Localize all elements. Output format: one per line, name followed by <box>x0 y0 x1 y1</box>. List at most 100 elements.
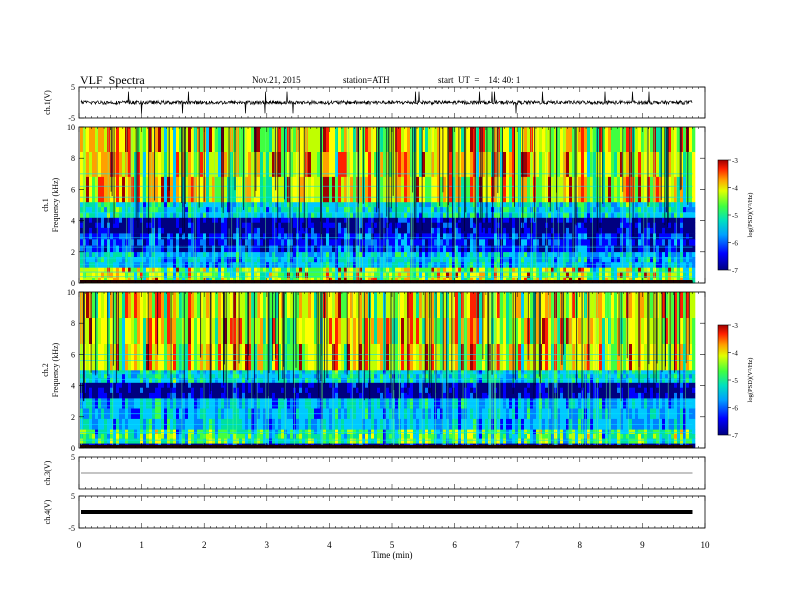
spectrogram-cell <box>299 267 303 273</box>
spectrogram-cell <box>356 251 360 258</box>
spectrogram-cell <box>290 438 294 444</box>
spectrogram-cell <box>494 201 498 208</box>
spectrogram-cell <box>338 267 342 273</box>
spectrogram-cell <box>143 392 147 399</box>
spectrogram-cell <box>578 257 582 263</box>
spectrogram-cell <box>134 378 138 383</box>
spectrogram-cell <box>245 344 249 371</box>
spectrogram-cell <box>512 207 516 213</box>
spectrogram-cell <box>425 257 429 263</box>
spectrogram-cell <box>431 239 435 246</box>
spectrogram-cell <box>221 152 225 178</box>
spectrogram-cell <box>131 152 135 178</box>
spectrogram-cell <box>533 257 537 263</box>
spectrogram-cell <box>299 217 303 223</box>
spectrogram-cell <box>455 212 459 218</box>
spectrogram-cell <box>233 398 237 409</box>
spectrogram-cell <box>164 378 168 383</box>
spectrogram-cell <box>407 217 411 223</box>
spectrogram-cell <box>107 434 111 439</box>
spectrogram-cell <box>365 251 369 258</box>
spectrogram-cell <box>215 370 219 375</box>
spectrogram-cell <box>134 217 138 223</box>
spectrogram-cell <box>671 212 675 218</box>
spectrogram-cell <box>539 233 543 240</box>
spectrogram-cell <box>269 233 273 240</box>
spectrogram-cell <box>176 272 180 279</box>
spectrogram-cell <box>362 257 366 263</box>
spectrogram-cell <box>278 398 282 409</box>
spectrogram-cell <box>494 207 498 213</box>
spectrogram-cell <box>455 201 459 208</box>
spectrogram-cell <box>344 251 348 258</box>
spectrogram-cell <box>284 257 288 263</box>
spectrogram-cell <box>242 257 246 263</box>
spectrogram-cell <box>173 272 177 279</box>
spectrogram-cell <box>125 429 129 435</box>
spectrogram-cell <box>413 272 417 279</box>
spectrogram-cell <box>197 152 201 178</box>
spectrogram-cell <box>188 251 192 258</box>
spectrogram-cell <box>665 262 669 268</box>
spectrogram-cell <box>434 212 438 218</box>
spectrogram-cell <box>668 152 672 178</box>
spectrogram-cell <box>647 257 651 263</box>
spectrogram-cell <box>167 378 171 383</box>
spectrogram-cell <box>473 176 477 203</box>
spectrogram-cell <box>275 227 279 234</box>
spectrogram-cell <box>242 378 246 383</box>
spectrogram-cell <box>350 272 354 279</box>
spectrogram-cell <box>362 272 366 279</box>
spectrogram-cell <box>641 222 645 229</box>
spectrogram-cell <box>242 387 246 394</box>
spectrogram-cell <box>461 152 465 178</box>
spectrogram-cell <box>263 212 267 218</box>
spectrogram-cell <box>260 212 264 218</box>
spectrogram-cell <box>650 176 654 203</box>
spectrogram-cell <box>284 212 288 218</box>
spectrogram-cell <box>608 227 612 234</box>
spectrogram-cell <box>218 318 222 345</box>
spectrogram-cell <box>266 262 270 268</box>
spectrogram-cell <box>269 207 273 213</box>
spectrogram-cell <box>92 245 96 253</box>
spectrogram-cell <box>245 127 249 153</box>
spectrogram-cell <box>140 378 144 383</box>
spectrogram-cell <box>386 176 390 203</box>
spectrogram-cell <box>122 443 126 446</box>
spectrogram-cell <box>275 318 279 345</box>
spectrogram-cell <box>386 217 390 223</box>
spectrogram-cell <box>113 201 117 208</box>
spectrogram-cell <box>113 176 117 203</box>
spectrogram-cell <box>194 429 198 435</box>
spectrogram-cell <box>206 176 210 203</box>
spectrogram-cell <box>248 267 252 273</box>
spectrogram-cell <box>578 207 582 213</box>
spectrogram-cell <box>602 251 606 258</box>
spectrogram-cell <box>170 272 174 279</box>
spectrogram-cell <box>212 233 216 240</box>
spectrogram-cell <box>311 201 315 208</box>
spectrogram-cell <box>113 398 117 409</box>
spectrogram-cell <box>251 152 255 178</box>
spectrogram-cell <box>371 227 375 234</box>
spectrogram-cell <box>287 443 291 446</box>
spectrogram-cell <box>110 292 114 319</box>
spectrogram-cell <box>359 262 363 268</box>
spectrogram-cell <box>143 239 147 246</box>
spectrogram-cell <box>122 370 126 375</box>
spectrogram-cell <box>422 227 426 234</box>
spectrogram-cell <box>650 152 654 178</box>
spectrogram-cell <box>602 227 606 234</box>
spectrogram-cell <box>98 392 102 399</box>
spectrogram-cell <box>230 443 234 446</box>
spectrogram-cell <box>602 239 606 246</box>
spectrogram-cell <box>389 217 393 223</box>
spectrogram-cell <box>509 127 513 153</box>
spectrogram-cell <box>644 267 648 273</box>
spectrogram-cell <box>422 207 426 213</box>
spectrogram-cell <box>272 272 276 279</box>
spectrogram-cell <box>200 378 204 383</box>
spectrogram-cell <box>467 217 471 223</box>
spectrogram-cell <box>503 227 507 234</box>
